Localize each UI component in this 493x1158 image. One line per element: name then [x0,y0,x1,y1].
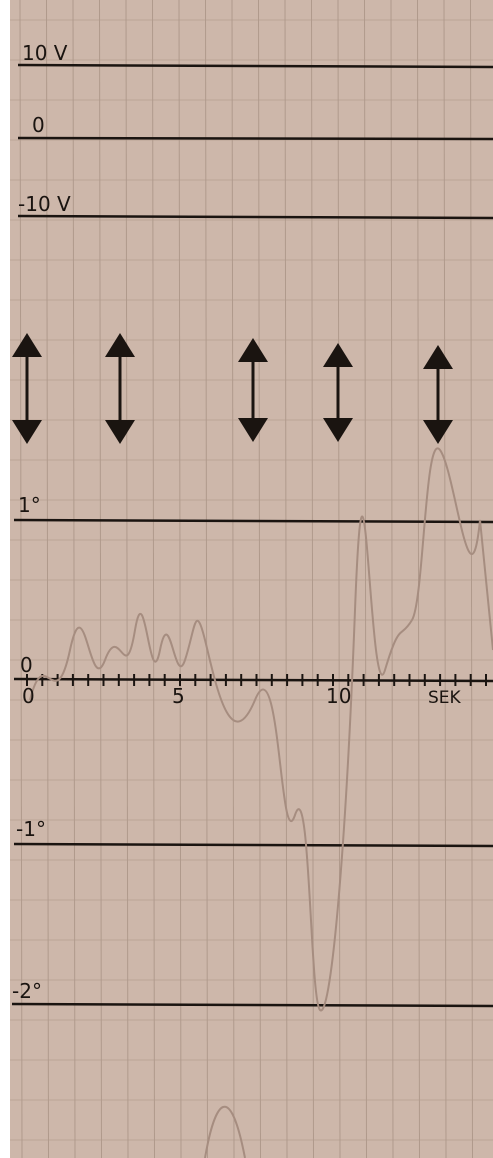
voltage-label: 0 [32,113,45,137]
angle-label: 1° [18,493,41,517]
time-label: 5 [172,684,185,708]
time-label: 10 [326,684,351,708]
voltage-label: 10 V [22,41,68,65]
angle-label: -2° [12,979,42,1003]
angle-label: 0 [20,653,33,677]
time-label: SEK [428,688,462,708]
voltage-label: -10 V [18,192,71,216]
recording-paper: 10 V 0 -10 V 1° 0 -1° -2° 0 5 10 SEK [0,0,493,1158]
time-label: 0 [22,684,35,708]
line-0v [18,138,493,139]
angle-label: -1° [16,817,46,841]
